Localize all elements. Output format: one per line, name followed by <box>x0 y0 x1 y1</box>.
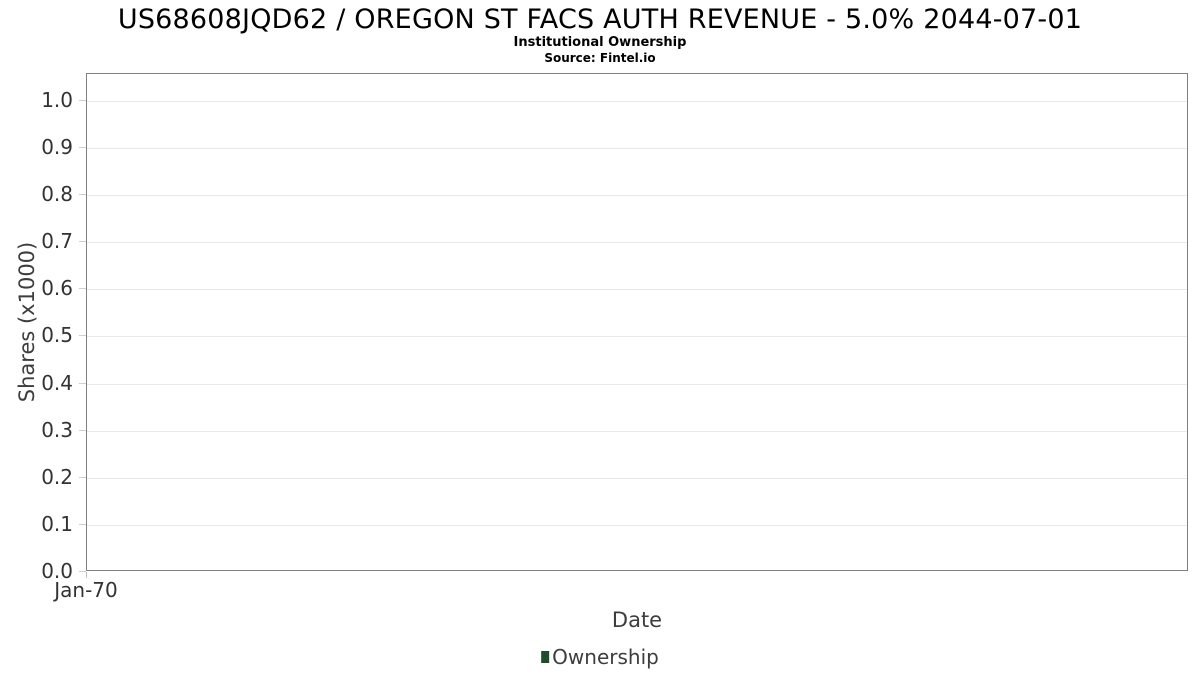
gridline <box>87 431 1187 432</box>
gridline <box>87 242 1187 243</box>
y-axis: 0.0 0.1 0.2 0.3 0.4 0.5 0.6 0.7 0.8 0.9 1.0 <box>0 73 86 583</box>
y-tick-mark <box>79 194 86 195</box>
gridline <box>87 289 1187 290</box>
legend-label-ownership: Ownership <box>552 645 659 669</box>
y-tick-label: 0.0 <box>41 559 73 583</box>
chart-source-attribution: Source: Fintel.io <box>544 51 656 65</box>
y-tick-mark <box>79 241 86 242</box>
y-tick-mark <box>79 100 86 101</box>
y-tick-label: 0.4 <box>41 371 73 395</box>
legend: Ownership <box>541 645 659 669</box>
y-tick-label: 0.5 <box>41 323 73 347</box>
y-tick-mark <box>79 288 86 289</box>
chart-subtitle: Institutional Ownership <box>513 35 687 50</box>
gridline <box>87 478 1187 479</box>
x-tick-label: Jan-70 <box>54 578 118 602</box>
y-tick-mark <box>79 335 86 336</box>
x-tick-mark <box>86 572 87 578</box>
gridline <box>87 525 1187 526</box>
y-tick-label: 0.7 <box>41 229 73 253</box>
y-tick-mark <box>79 571 86 572</box>
gridline <box>87 101 1187 102</box>
y-tick-label: 0.2 <box>41 465 73 489</box>
gridline <box>87 195 1187 196</box>
legend-swatch-ownership-icon <box>541 651 550 663</box>
chart-title: US68608JQD62 / OREGON ST FACS AUTH REVEN… <box>117 4 1083 35</box>
y-tick-label: 0.1 <box>41 512 73 536</box>
y-tick-label: 0.8 <box>41 182 73 206</box>
y-tick-mark <box>79 430 86 431</box>
y-tick-mark <box>79 477 86 478</box>
gridline <box>87 148 1187 149</box>
y-tick-label: 0.3 <box>41 418 73 442</box>
gridline <box>87 384 1187 385</box>
gridline <box>87 336 1187 337</box>
x-axis-label: Date <box>611 608 663 632</box>
y-tick-mark <box>79 524 86 525</box>
plot-area <box>86 73 1188 571</box>
y-tick-mark <box>79 147 86 148</box>
y-tick-mark <box>79 383 86 384</box>
y-tick-label: 0.6 <box>41 276 73 300</box>
y-tick-label: 1.0 <box>41 88 73 112</box>
y-tick-label: 0.9 <box>41 135 73 159</box>
